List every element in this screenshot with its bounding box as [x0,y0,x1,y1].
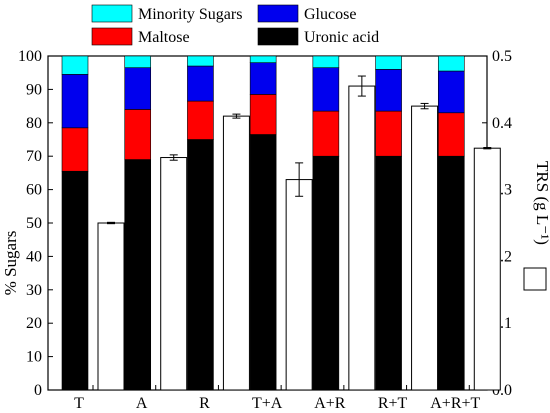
bar-maltose [124,109,152,160]
bar-maltose [312,110,340,157]
bar-minority-sugars [437,55,465,72]
y-tick-label: 40 [26,248,42,265]
bar-minority-sugars [312,55,340,68]
bar-glucose [312,67,340,112]
bar-minority-sugars [187,55,214,67]
x-tick-label: R [199,395,210,412]
bar-glucose [249,62,277,95]
bar-glucose [437,70,465,114]
x-tick-label: T+A [252,395,283,412]
legend-swatch-minority-sugars [91,4,133,23]
bar-glucose [61,74,89,129]
bar-uronic-acid [187,139,214,391]
bar-maltose [437,112,465,157]
y-tick-label: 50 [26,215,42,232]
x-tick-label: A+R [314,395,346,412]
y-axis-title: % Sugars [1,231,20,296]
y-tick-label: 100 [18,48,42,65]
y-tick-label: 90 [26,81,42,98]
x-tick-label: R+T [378,395,408,412]
y-tick-label: 0 [34,382,42,399]
y-tick-label: 60 [26,182,42,199]
x-tick-label: T [74,395,84,412]
legend-swatch-uronic-acid [257,27,299,46]
bar-trs [473,147,501,391]
bar-maltose [61,127,89,172]
bar-trs [222,115,250,391]
bar-minority-sugars [61,55,89,75]
bar-minority-sugars [249,55,277,63]
legend-label: Maltose [138,29,190,46]
bar-uronic-acid [124,159,152,391]
bar-uronic-acid [312,155,340,391]
x-tick-label: A [136,395,148,412]
y-tick-label: 10 [26,349,42,366]
bar-trs [285,179,313,391]
y2-tick-label: 0.4 [492,115,512,132]
bar-maltose [187,100,214,140]
legend-label: Glucose [304,6,356,23]
bar-maltose [375,110,402,157]
bar-trs [160,157,188,391]
legend-label: Uronic acid [304,29,379,46]
legend-swatch-trs [523,267,547,291]
legend-label: Minority Sugars [138,6,242,23]
y2-axis-title: TRS (g L⁻¹) [533,161,550,245]
y-tick-label: 20 [26,315,42,332]
bar-trs [411,105,439,391]
bar-minority-sugars [124,55,152,68]
bar-minority-sugars [375,55,402,70]
x-tick-label: A+R+T [430,395,480,412]
y-tick-label: 80 [26,115,42,132]
legend-swatch-maltose [91,27,133,46]
bar-uronic-acid [249,134,277,391]
y-tick-label: 30 [26,282,42,299]
y2-tick-label: 0.5 [492,48,512,65]
bar-trs [97,222,125,391]
bar-uronic-acid [437,155,465,391]
bar-glucose [375,69,402,112]
bar-glucose [124,67,152,110]
bar-glucose [187,65,214,102]
y-tick-label: 70 [26,148,42,165]
bar-uronic-acid [375,155,402,391]
bar-trs [348,85,376,391]
bar-maltose [249,94,277,135]
bar-uronic-acid [61,170,89,391]
legend-swatch-glucose [257,4,299,23]
